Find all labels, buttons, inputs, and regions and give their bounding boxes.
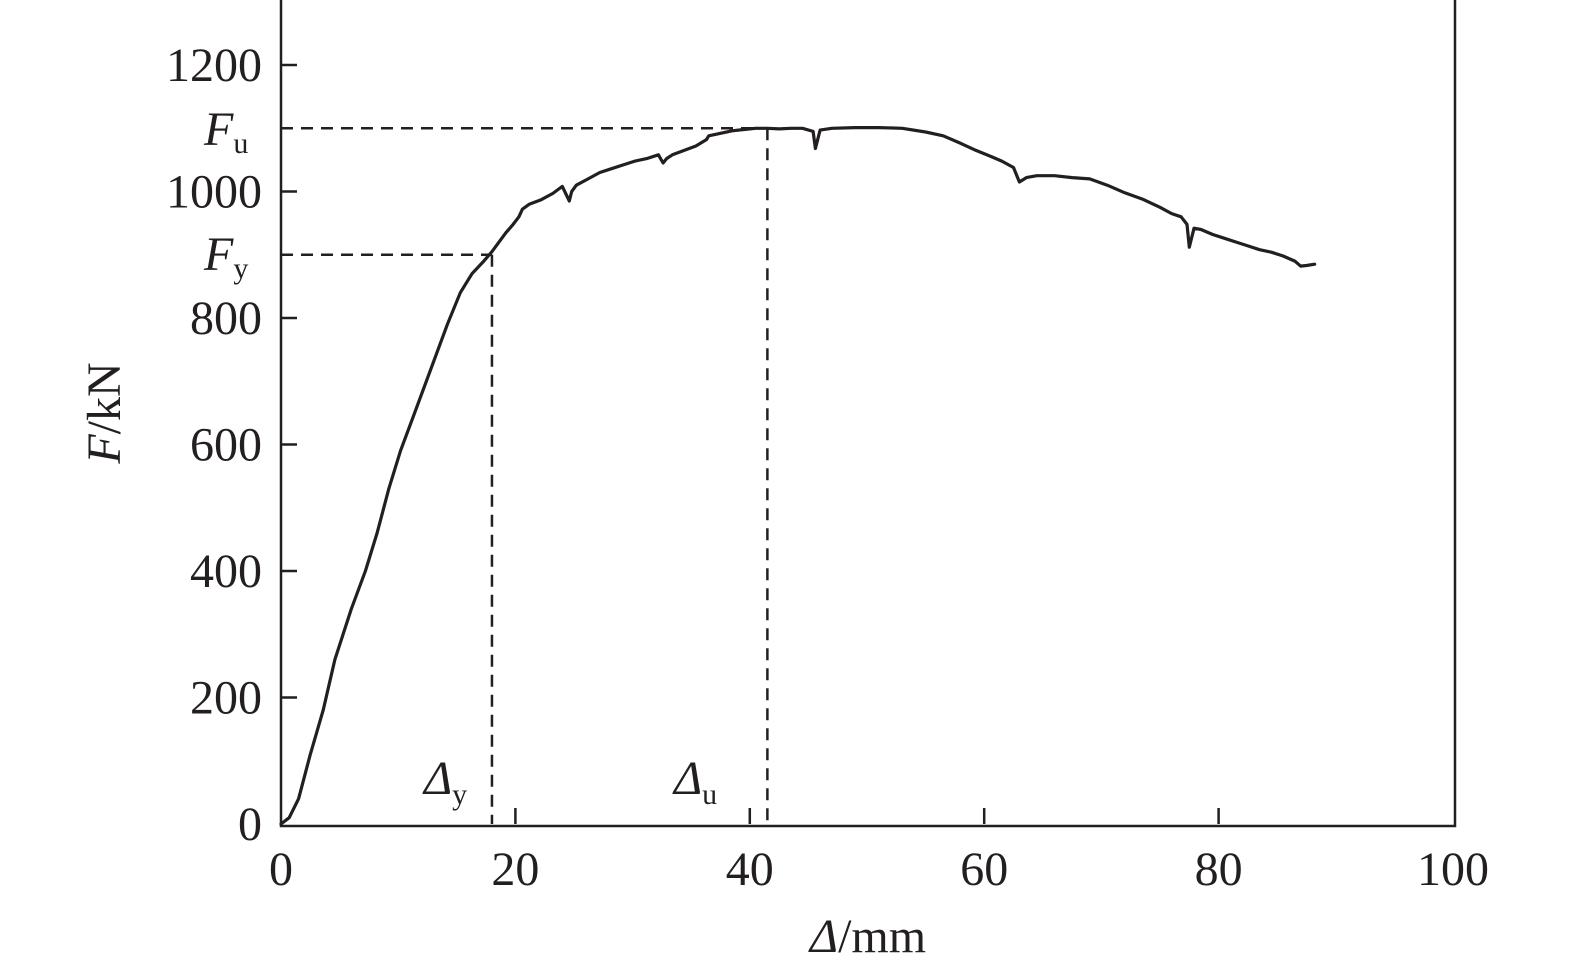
y-tick-label: 1000 xyxy=(166,166,262,219)
x-tick-label: 20 xyxy=(491,843,539,896)
y-tick-label: 600 xyxy=(190,419,262,472)
y-tick-label: 1200 xyxy=(166,39,262,92)
annotation-delta-u: Δu xyxy=(672,752,717,811)
x-axis-title: Δ/mm xyxy=(808,910,926,963)
reference-lines xyxy=(281,127,769,824)
x-tick-label: 40 xyxy=(726,843,774,896)
y-tick-label: 400 xyxy=(190,545,262,598)
x-tick-label: 0 xyxy=(269,843,293,896)
plot-frame xyxy=(279,0,1457,828)
annotation-delta-y: Δy xyxy=(422,752,467,811)
x-tick-label: 60 xyxy=(960,843,1008,896)
load-displacement-curve xyxy=(279,126,1317,826)
x-tick-label: 100 xyxy=(1417,843,1489,896)
annotation-fu: Fu xyxy=(203,103,248,160)
y-axis-title: F/kN xyxy=(78,362,131,464)
x-tick-label: 80 xyxy=(1195,843,1243,896)
y-tick-label: 800 xyxy=(190,292,262,345)
annotation-fy: Fy xyxy=(203,228,248,285)
y-tick-label: 0 xyxy=(238,798,262,851)
y-tick-label: 200 xyxy=(190,672,262,725)
